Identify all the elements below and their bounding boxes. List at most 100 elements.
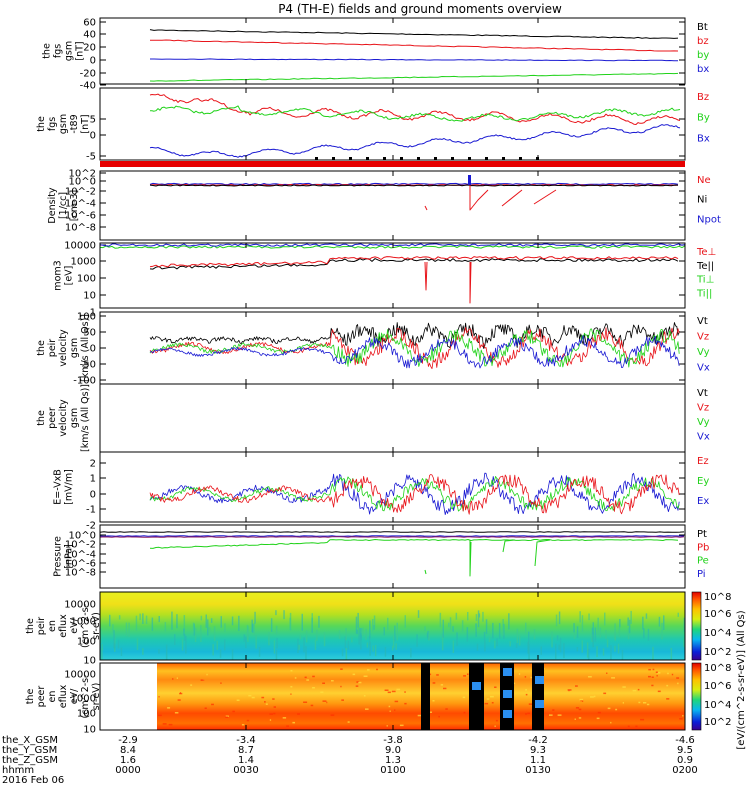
electron-spectrogram-streak <box>363 695 366 697</box>
ytick-label: 10^-6 <box>65 211 96 222</box>
ion-spectrogram-streak <box>238 615 240 631</box>
ylabel-line: the <box>25 689 36 705</box>
electron-spectrogram-streak <box>363 675 368 677</box>
ion-spectrogram-streak <box>101 648 103 660</box>
legend-fgs2-1: By <box>697 113 710 124</box>
panel-espec: thepeerenefluxeV/(cm^2-s-sr-eV)100001000… <box>25 670 685 736</box>
xaxis-value: 1.1 <box>530 755 546 766</box>
electron-spectrogram-streak <box>632 689 637 692</box>
electron-spectrogram-streak <box>648 675 651 678</box>
ytick-label: 10^2 <box>69 169 96 180</box>
electron-spectrogram-streak <box>615 708 618 711</box>
ylabel-fgs: thefgsgsm[nT] <box>42 41 86 61</box>
x-axis: the_X_GSMthe_Y_GSMthe_Z_GSMhhmm-2.98.41.… <box>2 735 698 786</box>
electron-spectrogram-streak <box>567 689 572 691</box>
ion-spectrogram-streak <box>384 647 387 657</box>
xaxis-value: 9.3 <box>530 745 546 756</box>
electron-spectrogram-streak <box>340 685 342 688</box>
ytick-label: 10 <box>83 656 96 667</box>
ion-spectrogram-streak <box>231 616 234 626</box>
electron-spectrogram-streak <box>264 701 266 703</box>
electron-spectrogram-streak <box>525 713 528 715</box>
ytick-label: 40 <box>83 30 96 41</box>
electron-spectrogram-streak <box>232 710 235 713</box>
ion-spectrogram-streak <box>311 613 313 623</box>
density-spike <box>468 175 471 185</box>
ion-spectrogram-streak <box>645 613 648 619</box>
xaxis-value: 0000 <box>115 765 140 776</box>
xaxis-row-label: the_Z_GSM <box>2 755 58 766</box>
xaxis-value: -4.2 <box>528 735 548 746</box>
electron-spectrogram-streak <box>438 715 440 718</box>
ion-spectrogram-streak <box>558 644 560 650</box>
ion-spectrogram-streak <box>128 622 130 637</box>
electron-spectrogram-streak <box>358 681 362 684</box>
ion-spectrogram-streak <box>579 611 581 623</box>
panel-ispec: thepeirenefluxeV/(cm^2-s-sr-eV)10000 1000… <box>25 600 685 667</box>
ion-spectrogram-streak <box>417 610 420 618</box>
electron-spectrogram-streak <box>404 691 406 693</box>
ion-spectrogram-streak <box>683 617 685 633</box>
ytick-label: 100 <box>77 637 96 648</box>
ion-spectrogram-streak <box>366 642 369 648</box>
legend-vele-1: Vz <box>697 403 709 414</box>
ytick-label: 10 <box>83 291 96 302</box>
electron-spectrogram-streak <box>575 685 578 687</box>
electron-spectrogram-patch <box>503 690 512 698</box>
electron-spectrogram-streak <box>367 669 370 671</box>
electron-spectrogram-streak <box>528 703 533 705</box>
ion-spectrogram-streak <box>594 627 597 642</box>
ylabel-line: [mV/m] <box>64 469 75 505</box>
xaxis-value: 1.3 <box>385 755 401 766</box>
ion-spectrogram-streak <box>369 620 371 639</box>
ion-spectrogram-streak <box>383 627 385 636</box>
ion-spectrogram-streak <box>604 612 606 626</box>
panel-veli: thepeirvelocitygsm[km/s (All Qs)]100 50 0 -… <box>36 312 710 387</box>
ion-spectrogram-streak <box>621 649 624 660</box>
ion-spectrogram-streak <box>113 630 115 649</box>
electron-spectrogram-streak <box>596 717 600 720</box>
ylabel-line: peir <box>36 617 47 636</box>
ion-spectrogram-streak <box>658 616 661 627</box>
xaxis-value: -2.9 <box>118 735 138 746</box>
flag-marker <box>519 157 522 160</box>
ion-spectrogram-streak <box>494 640 496 649</box>
colorbar: 10^8 10^6 10^4 10^2 10^8 10^6 10^4 10^2 [eV/(cm^… <box>691 591 747 750</box>
electron-spectrogram-streak <box>597 711 601 714</box>
ion-spectrogram-streak <box>299 634 302 640</box>
ion-spectrogram-streak <box>396 622 398 641</box>
ion-spectrogram-streak <box>311 617 313 633</box>
ion-spectrogram-streak <box>528 631 530 644</box>
ylabel-line: eV/ <box>69 617 80 633</box>
ylabel-line: [nT] <box>80 114 91 133</box>
colorbar-tick: 10^8 <box>704 592 731 603</box>
series-Pi <box>100 535 684 537</box>
ion-spectrogram-streak <box>576 626 579 638</box>
ion-spectrogram-streak <box>614 645 616 652</box>
ylabel-line: the <box>36 410 47 426</box>
electron-spectrogram-streak <box>396 688 401 691</box>
ylabel-line: velocity <box>58 399 69 437</box>
electron-spectrogram-streak <box>588 676 592 678</box>
ytick-label: 10000 <box>64 600 96 611</box>
xaxis-date: 2016 Feb 06 <box>2 775 64 786</box>
ion-spectrogram-streak <box>136 638 139 651</box>
ylabel-line: the <box>42 43 53 59</box>
legend-temp-3: Ti|| <box>696 288 712 299</box>
ion-spectrogram-streak <box>283 610 285 620</box>
density-lines <box>149 175 679 211</box>
electron-spectrogram-streak <box>552 709 555 711</box>
legend-temp-1: Te|| <box>696 261 714 272</box>
ion-spectrogram-streak <box>151 617 154 631</box>
ytick-label: 1 <box>90 474 96 485</box>
ylabel-espec: thepeerenefluxeV/(cm^2-s-sr-eV) <box>25 675 102 719</box>
electron-spectrogram-streak <box>322 682 325 684</box>
electron-spectrogram-streak <box>655 671 658 673</box>
figure-title: P4 (TH-E) fields and ground moments over… <box>278 2 562 16</box>
electron-spectrogram-streak <box>241 724 245 726</box>
ion-spectrogram-streak <box>475 623 477 633</box>
electron-spectrogram-streak <box>312 675 315 678</box>
panels: thefgsgsm[nT]6040200-20-40Btbzbybxthefgs… <box>25 17 721 736</box>
legend-pressure-2: Pe <box>697 556 709 567</box>
ion-spectrogram-streak <box>213 626 216 641</box>
